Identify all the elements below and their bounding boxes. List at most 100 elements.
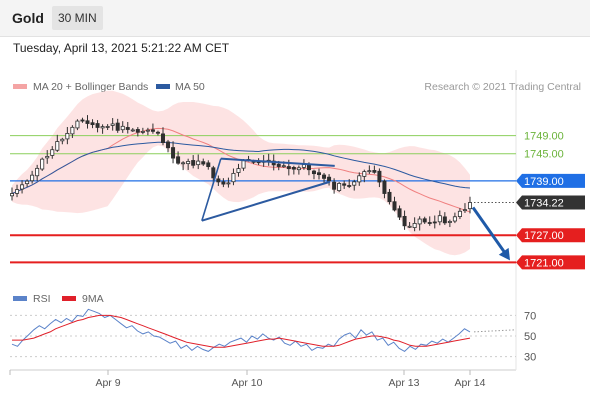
candle-body <box>65 133 70 140</box>
candle-body <box>166 141 171 149</box>
candle-body <box>45 155 50 159</box>
candle-body <box>85 120 90 124</box>
bollinger-bands <box>12 90 470 256</box>
candle-body <box>402 215 407 227</box>
candle-body <box>125 127 130 130</box>
chart-datetime: Tuesday, April 13, 2021 5:21:22 AM CET <box>13 41 230 55</box>
candle-body <box>226 182 231 185</box>
candle-body <box>75 120 80 129</box>
candle-body <box>347 185 352 187</box>
rsi-ma-legend-label: 9MA <box>82 293 104 305</box>
level-label-1721.00: 1721.00 <box>524 257 564 269</box>
candle-body <box>176 156 181 164</box>
candle-body <box>311 170 316 175</box>
triangle-pattern <box>201 157 335 222</box>
rsi-legend-swatch <box>13 296 27 301</box>
candle-body <box>377 170 382 183</box>
candle-body <box>382 180 387 194</box>
candle-body <box>417 218 422 225</box>
candle-body <box>160 133 165 143</box>
candle-body <box>181 162 186 165</box>
copyright-text: Research © 2021 Trading Central <box>424 81 581 93</box>
candle-body <box>452 216 457 222</box>
candle-body <box>70 126 75 135</box>
candle-body <box>352 181 357 186</box>
level-label-1727.00: 1727.00 <box>524 230 564 242</box>
candle-body <box>120 125 125 131</box>
bollinger-band-fill <box>12 90 470 256</box>
candle-body <box>296 167 301 171</box>
candle-body <box>186 160 191 165</box>
x-tick-label: Apr 9 <box>95 377 120 389</box>
level-label-1745.00: 1745.00 <box>524 149 564 161</box>
candle-body <box>211 167 216 179</box>
candle-body <box>150 129 155 132</box>
candle-body <box>342 183 347 186</box>
rsi-ma-line <box>12 314 471 348</box>
candle-body <box>447 220 452 223</box>
candle-body <box>20 184 25 190</box>
candle-body <box>50 149 55 156</box>
candle-body <box>457 210 462 217</box>
candle-body <box>362 171 367 177</box>
candle-body <box>191 160 196 166</box>
candle-body <box>276 163 281 167</box>
candle-body <box>30 174 35 182</box>
triangle-left-line <box>201 158 222 221</box>
candle-body <box>145 129 150 132</box>
candle-body <box>155 131 160 134</box>
timeframe-button[interactable]: 30 MIN <box>52 6 103 30</box>
candle-body <box>432 221 437 224</box>
candle-body <box>291 167 296 170</box>
candle-body <box>387 191 392 203</box>
candle-body <box>231 172 236 183</box>
candle-body <box>236 168 241 173</box>
candle-body <box>397 208 402 218</box>
candle-body <box>100 126 105 129</box>
triangle-upper-line <box>220 157 335 167</box>
candle-body <box>317 172 322 176</box>
x-tick-label: Apr 14 <box>455 377 486 389</box>
rsi-tick-label: 70 <box>524 310 536 322</box>
candle-body <box>322 174 327 179</box>
forecast-arrow <box>471 206 510 261</box>
candle-body <box>332 181 337 190</box>
x-tick-label: Apr 13 <box>389 377 420 389</box>
rsi-line <box>11 308 471 353</box>
candle-body <box>115 122 120 131</box>
candle-body <box>206 162 211 168</box>
candle-body <box>171 147 176 159</box>
level-label-1749.00: 1749.00 <box>524 131 564 143</box>
candle-body <box>40 158 45 170</box>
rsi-legend-label: RSI <box>33 293 51 305</box>
forecast-arrow-shaft <box>471 206 508 256</box>
candle-body <box>327 176 332 182</box>
candle-body <box>367 170 372 173</box>
candle-body <box>196 160 201 166</box>
forecast-arrow-head <box>498 247 510 261</box>
candle-body <box>357 175 362 183</box>
top-bar: Gold 30 MIN <box>0 0 590 37</box>
candle-body <box>437 215 442 223</box>
candle-body <box>135 129 140 133</box>
candle-body <box>140 130 145 133</box>
candlesticks <box>9 115 472 232</box>
ma20-legend-swatch <box>13 84 27 89</box>
candle-body <box>412 223 417 228</box>
level-label-bg <box>516 173 585 188</box>
rsi-panel: 70 50 30 <box>10 308 536 364</box>
level-label-bg <box>516 195 585 210</box>
candle-body <box>95 123 100 128</box>
candle-body <box>110 123 115 126</box>
candle-body <box>60 138 65 142</box>
ma50-legend-swatch <box>156 84 170 89</box>
ma20-legend-label: MA 20 + Bollinger Bands <box>33 81 148 93</box>
candle-body <box>301 164 306 168</box>
candle-body <box>130 129 135 132</box>
candle-body <box>90 122 95 126</box>
candle-body <box>392 201 397 211</box>
rsi-projection-line <box>473 329 515 333</box>
candle-body <box>407 225 412 228</box>
price-level-labels: 1749.00 1745.00 1739.00 1734.22 1727.00 1721.… <box>516 131 585 270</box>
